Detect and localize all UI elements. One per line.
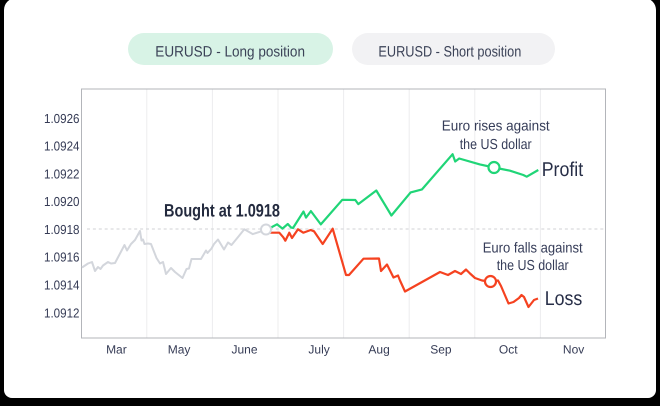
svg-text:1.0918: 1.0918 xyxy=(44,222,80,237)
svg-text:EURUSD - Short position: EURUSD - Short position xyxy=(378,44,521,61)
svg-text:1.0920: 1.0920 xyxy=(44,194,80,209)
svg-text:1.0912: 1.0912 xyxy=(44,305,80,320)
svg-text:Euro falls against: Euro falls against xyxy=(483,241,583,257)
svg-text:Nov: Nov xyxy=(563,343,584,357)
svg-text:the US dollar: the US dollar xyxy=(497,258,569,274)
svg-text:1.0926: 1.0926 xyxy=(44,111,80,126)
svg-text:Mar: Mar xyxy=(106,343,127,357)
svg-text:Sep: Sep xyxy=(430,343,452,357)
svg-text:EURUSD - Long position: EURUSD - Long position xyxy=(155,44,305,61)
svg-text:Aug: Aug xyxy=(368,343,389,357)
svg-text:Loss: Loss xyxy=(545,288,583,310)
svg-text:May: May xyxy=(168,343,191,357)
svg-text:the US dollar: the US dollar xyxy=(460,137,532,153)
svg-text:Profit: Profit xyxy=(542,159,584,181)
svg-text:1.0924: 1.0924 xyxy=(44,139,80,154)
svg-text:July: July xyxy=(308,343,329,357)
svg-text:Oct: Oct xyxy=(499,343,518,357)
svg-text:1.0922: 1.0922 xyxy=(44,167,80,182)
svg-text:June: June xyxy=(231,343,257,357)
svg-text:Bought at 1.0918: Bought at 1.0918 xyxy=(164,201,280,221)
svg-text:Euro rises against: Euro rises against xyxy=(442,119,550,135)
svg-text:1.0916: 1.0916 xyxy=(44,250,80,265)
svg-text:1.0914: 1.0914 xyxy=(44,278,80,293)
